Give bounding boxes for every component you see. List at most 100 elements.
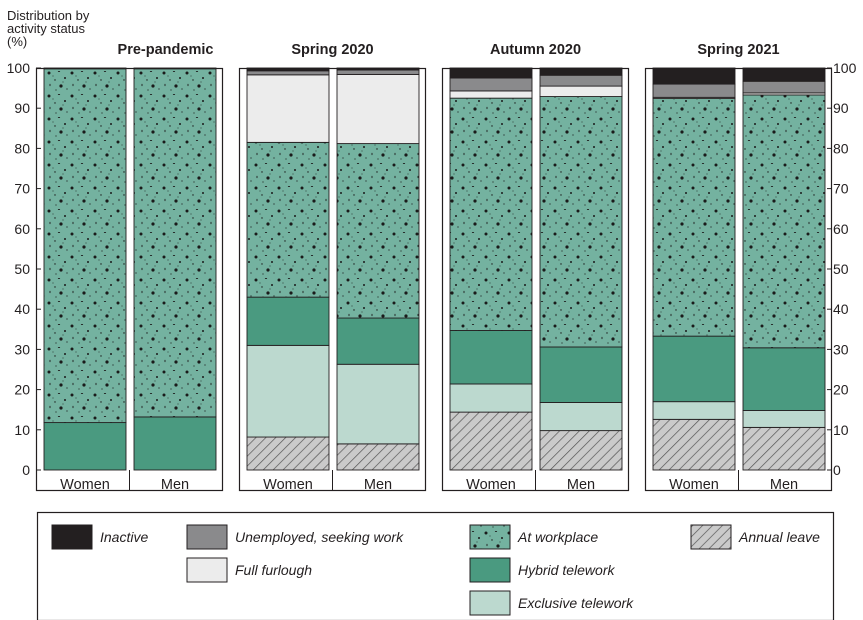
segment-exclusive-telework <box>652 401 736 420</box>
segment-inactive <box>336 67 420 71</box>
bar-pre-pandemic-women <box>43 67 127 471</box>
legend-label: Inactive <box>100 529 148 545</box>
segment-exclusive-telework <box>336 363 420 445</box>
y-tick-label-left: 60 <box>14 221 30 237</box>
x-category-label: Women <box>263 477 313 493</box>
segment-inactive <box>539 67 623 76</box>
y-tick-label-right: 50 <box>833 261 849 277</box>
panel-spring-2020: Spring 2020 Women Men <box>238 42 427 493</box>
segment-inactive <box>133 67 217 70</box>
segment-hybrid-telework <box>652 335 736 403</box>
segment-unemployed-seeking-work <box>246 70 330 76</box>
segment-hybrid-telework <box>133 416 217 471</box>
legend-swatch <box>186 524 228 550</box>
y-tick-label-left: 70 <box>14 181 30 197</box>
segment-inactive <box>43 67 127 70</box>
segment-hybrid-telework <box>246 296 330 346</box>
y-tick-label-right: 30 <box>833 341 849 357</box>
bar-spring-2021-men <box>742 67 826 471</box>
y-axis-right: 0 10 20 30 40 50 60 70 80 90 100 <box>833 60 857 478</box>
legend-label: Annual leave <box>738 529 820 545</box>
legend-label: Full furlough <box>235 562 312 578</box>
legend-item-inactive: Inactive <box>51 524 148 550</box>
segment-inactive <box>742 67 826 82</box>
segment-at-workplace <box>336 143 420 319</box>
panel-autumn-2020: Autumn 2020 Women Men <box>441 42 630 493</box>
y-axis-left: 0 10 20 30 40 50 60 70 80 90 100 <box>7 60 31 478</box>
segment-at-workplace <box>246 141 330 298</box>
y-tick-label-left: 30 <box>14 341 30 357</box>
bar-autumn-2020-men <box>539 67 623 471</box>
legend-item-full-furlough: Full furlough <box>186 557 312 583</box>
y-tick-label-right: 20 <box>833 382 849 398</box>
y-tick-label-right: 10 <box>833 422 849 438</box>
x-category-label: Men <box>567 477 595 493</box>
segment-at-workplace <box>742 94 826 349</box>
y-tick-label-left: 10 <box>14 422 30 438</box>
panel-pre-pandemic: Pre-pandemic Women Men <box>35 42 224 493</box>
y-tick-label-left: 20 <box>14 382 30 398</box>
y-axis-title-line: Distribution by <box>7 8 90 23</box>
segment-exclusive-telework <box>539 402 623 432</box>
segment-at-workplace <box>652 98 736 337</box>
legend: Inactive Unemployed, seeking work At workp… <box>36 511 835 620</box>
segment-hybrid-telework <box>539 346 623 403</box>
bar-pre-pandemic-men <box>133 67 217 471</box>
legend-swatch <box>690 524 732 550</box>
segment-exclusive-telework <box>246 344 330 438</box>
legend-label: Hybrid telework <box>518 562 615 578</box>
legend-label: Unemployed, seeking work <box>235 529 404 545</box>
segment-unemployed-seeking-work <box>539 74 623 87</box>
legend-label: At workplace <box>517 529 598 545</box>
legend-label: Exclusive telework <box>518 595 634 611</box>
segment-inactive <box>652 67 736 85</box>
segment-unemployed-seeking-work <box>652 83 736 98</box>
y-axis-title-line: activity status <box>7 21 86 36</box>
y-tick-label-right: 80 <box>833 140 849 156</box>
y-tick-label-right: 40 <box>833 301 849 317</box>
legend-item-unemployed-seeking-work: Unemployed, seeking work <box>186 524 404 550</box>
segment-hybrid-telework <box>336 317 420 365</box>
x-category-label: Men <box>161 477 189 493</box>
segment-annual-leave <box>449 411 533 471</box>
panel-title: Spring 2021 <box>697 42 779 58</box>
y-tick-label-right: 60 <box>833 221 849 237</box>
y-tick-label-left: 0 <box>22 462 30 478</box>
segment-unemployed-seeking-work <box>449 77 533 92</box>
segment-full-furlough <box>539 85 623 97</box>
y-tick-label-left: 40 <box>14 301 30 317</box>
segment-inactive <box>246 67 330 72</box>
segment-at-workplace <box>43 68 127 424</box>
segment-at-workplace <box>133 68 217 418</box>
segment-hybrid-telework <box>43 422 127 471</box>
legend-swatch <box>469 557 511 583</box>
x-category-label: Men <box>364 477 392 493</box>
y-tick-label-left: 100 <box>7 60 31 76</box>
segment-hybrid-telework <box>449 330 533 385</box>
segment-annual-leave <box>652 418 736 471</box>
legend-item-at-workplace: At workplace <box>469 524 598 550</box>
panel-title: Autumn 2020 <box>490 42 581 58</box>
panel-title: Pre-pandemic <box>118 42 214 58</box>
segment-full-furlough <box>246 74 330 143</box>
segment-annual-leave <box>742 426 826 471</box>
x-category-label: Men <box>770 477 798 493</box>
x-category-label: Women <box>60 477 110 493</box>
segment-exclusive-telework <box>742 410 826 428</box>
y-tick-label-right: 0 <box>833 462 841 478</box>
legend-swatch <box>469 524 511 550</box>
legend-item-exclusive-telework: Exclusive telework <box>469 590 634 616</box>
legend-swatch <box>469 590 511 616</box>
segment-inactive <box>449 67 533 79</box>
segment-annual-leave <box>336 443 420 471</box>
x-category-label: Women <box>466 477 516 493</box>
y-tick-label-left: 90 <box>14 100 30 116</box>
segment-unemployed-seeking-work <box>336 69 420 75</box>
y-tick-label-right: 70 <box>833 181 849 197</box>
bar-autumn-2020-women <box>449 67 533 471</box>
legend-swatch <box>186 557 228 583</box>
panel-spring-2021: Spring 2021 Women Men <box>644 42 833 493</box>
legend-item-annual-leave: Annual leave <box>690 524 820 550</box>
